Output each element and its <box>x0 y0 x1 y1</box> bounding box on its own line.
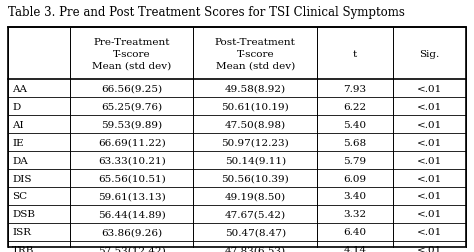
Text: <.01: <.01 <box>417 138 442 147</box>
Text: 50.97(12.23): 50.97(12.23) <box>221 138 289 147</box>
Text: 50.56(10.39): 50.56(10.39) <box>221 174 289 183</box>
Text: <.01: <.01 <box>417 174 442 183</box>
Text: Pre-Treatment
T-score
Mean (std dev): Pre-Treatment T-score Mean (std dev) <box>92 38 171 70</box>
Text: Table 3. Pre and Post Treatment Scores for TSI Clinical Symptoms: Table 3. Pre and Post Treatment Scores f… <box>8 6 405 19</box>
Text: 63.33(10.21): 63.33(10.21) <box>98 156 165 165</box>
Text: 50.14(9.11): 50.14(9.11) <box>225 156 286 165</box>
Text: 50.47(8.47): 50.47(8.47) <box>225 228 286 237</box>
Text: ISR: ISR <box>12 228 31 237</box>
Text: TRB: TRB <box>12 245 35 252</box>
Text: <.01: <.01 <box>417 156 442 165</box>
Text: 66.56(9.25): 66.56(9.25) <box>101 84 162 93</box>
Text: SC: SC <box>12 192 27 201</box>
Text: Sig.: Sig. <box>419 49 439 58</box>
Text: <.01: <.01 <box>417 228 442 237</box>
Text: AI: AI <box>12 120 24 129</box>
Text: <.01: <.01 <box>417 245 442 252</box>
Text: <.01: <.01 <box>417 210 442 219</box>
Text: 59.61(13.13): 59.61(13.13) <box>98 192 165 201</box>
Text: 49.58(8.92): 49.58(8.92) <box>225 84 286 93</box>
Text: 6.40: 6.40 <box>343 228 366 237</box>
Text: 50.61(10.19): 50.61(10.19) <box>221 102 289 111</box>
Text: 3.40: 3.40 <box>343 192 366 201</box>
Text: 6.09: 6.09 <box>343 174 366 183</box>
Text: 63.86(9.26): 63.86(9.26) <box>101 228 162 237</box>
Text: 47.50(8.98): 47.50(8.98) <box>225 120 286 129</box>
Text: AA: AA <box>12 84 27 93</box>
Text: DIS: DIS <box>12 174 31 183</box>
Text: 5.68: 5.68 <box>343 138 366 147</box>
Text: 65.25(9.76): 65.25(9.76) <box>101 102 162 111</box>
Text: DSB: DSB <box>12 210 35 219</box>
Text: 7.93: 7.93 <box>343 84 366 93</box>
Text: 57.53(12.42): 57.53(12.42) <box>98 245 165 252</box>
Text: 47.67(5.42): 47.67(5.42) <box>225 210 286 219</box>
Text: 5.40: 5.40 <box>343 120 366 129</box>
Text: 47.83(6.53): 47.83(6.53) <box>225 245 286 252</box>
Text: 5.79: 5.79 <box>343 156 366 165</box>
Text: 49.19(8.50): 49.19(8.50) <box>225 192 286 201</box>
Text: 66.69(11.22): 66.69(11.22) <box>98 138 165 147</box>
Text: t: t <box>353 49 357 58</box>
Bar <box>8 28 466 247</box>
Text: 59.53(9.89): 59.53(9.89) <box>101 120 162 129</box>
Text: D: D <box>12 102 20 111</box>
Text: 56.44(14.89): 56.44(14.89) <box>98 210 165 219</box>
Text: DA: DA <box>12 156 28 165</box>
Text: <.01: <.01 <box>417 102 442 111</box>
Text: 3.32: 3.32 <box>343 210 366 219</box>
Text: 6.22: 6.22 <box>343 102 366 111</box>
Text: IE: IE <box>12 138 24 147</box>
Text: 4.14: 4.14 <box>343 245 366 252</box>
Text: <.01: <.01 <box>417 84 442 93</box>
Text: Post-Treatment
T-score
Mean (std dev): Post-Treatment T-score Mean (std dev) <box>215 38 296 70</box>
Text: <.01: <.01 <box>417 192 442 201</box>
Text: <.01: <.01 <box>417 120 442 129</box>
Text: 65.56(10.51): 65.56(10.51) <box>98 174 165 183</box>
